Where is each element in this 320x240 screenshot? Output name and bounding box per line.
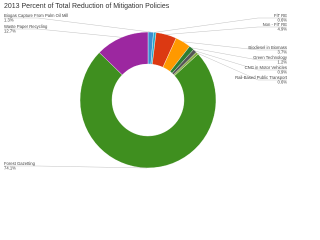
slice-label: Biogas Capture From Palm Oil Mill	[4, 13, 68, 18]
slice-value: 4.9%	[277, 27, 287, 32]
slice-label: Biodiesel in Biomass	[248, 45, 287, 50]
slice-value: 74.1%	[4, 166, 16, 171]
chart: 2013 Percent of Total Reduction of Mitig…	[4, 2, 288, 171]
leader-line	[4, 165, 147, 169]
slice-label: Green Technology	[253, 55, 288, 60]
slice-label: Non - FiT RE	[263, 22, 288, 27]
leader-line	[4, 28, 122, 38]
slice-value: 1.2%	[277, 60, 287, 65]
leader-line	[183, 41, 287, 51]
leader-line	[197, 53, 287, 81]
slice-label: FiT RE	[274, 13, 287, 18]
slice-value: 1.3%	[4, 18, 14, 23]
leader-line	[191, 47, 287, 61]
slice-value: 3.7%	[277, 50, 287, 55]
slice-label: Waste Paper Recycling	[4, 24, 48, 29]
slice-value: 0.6%	[277, 18, 287, 23]
leader-line	[4, 17, 151, 33]
slice-value: 0.6%	[277, 80, 287, 85]
slice	[99, 31, 149, 76]
slice-label: Rail-Based Public Transport	[235, 75, 288, 80]
slice	[79, 52, 217, 169]
slice-value: 0.9%	[277, 70, 287, 75]
slice-value: 12.7%	[4, 29, 16, 34]
chart-title: 2013 Percent of Total Reduction of Mitig…	[4, 3, 170, 10]
slice-label: CNG in Motor Vehicles	[245, 65, 287, 70]
slice-label: Forest Gazetting	[4, 161, 36, 166]
leader-line	[194, 50, 287, 71]
leader-line	[166, 26, 287, 35]
leader-line	[154, 17, 287, 33]
